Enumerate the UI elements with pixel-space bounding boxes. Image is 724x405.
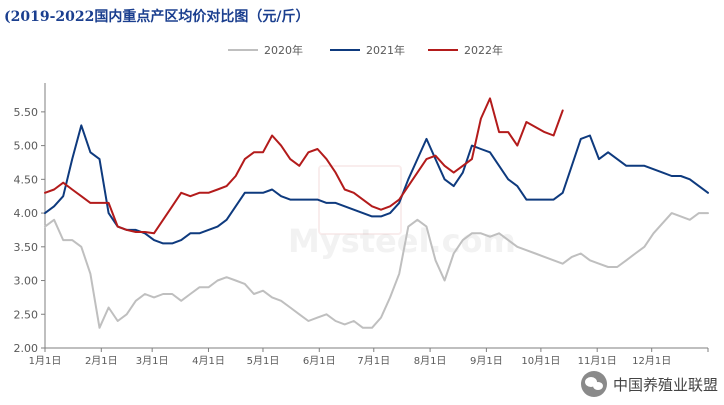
legend-label: 2020年 (264, 43, 303, 57)
series-line-0 (44, 212, 709, 329)
x-tick-label: 1月1日 (29, 355, 62, 367)
x-tick-label: 6月1日 (303, 355, 336, 367)
footer-brand: 中国养殖业联盟 (580, 369, 718, 399)
x-tick-label: 8月1日 (414, 355, 447, 367)
x-tick-label: 4月1日 (192, 355, 225, 367)
legend-label: 2021年 (366, 43, 405, 57)
y-tick-label: 2.50 (14, 308, 39, 321)
series-line-2 (44, 97, 564, 235)
y-tick-label: 5.50 (14, 106, 39, 119)
wechat-icon (580, 371, 607, 397)
x-tick-label: 9月1日 (470, 355, 503, 367)
chart-title: (2019-2022国内重点产区均价对比图（元/斤） (4, 9, 310, 25)
y-tick-label: 5.00 (14, 140, 39, 153)
footer-brand-text: 中国养殖业联盟 (612, 375, 718, 394)
x-tick-label: 5月1日 (247, 355, 280, 367)
x-tick-label: 10月1日 (521, 355, 560, 367)
y-tick-label: 4.50 (14, 173, 39, 186)
watermark: Mysteel.com (288, 222, 516, 260)
x-tick-label: 2月1日 (85, 355, 118, 367)
y-tick-label: 3.00 (14, 275, 39, 288)
y-tick-label: 4.00 (14, 207, 39, 220)
legend-label: 2022年 (464, 43, 503, 57)
x-tick-label: 12月1日 (632, 355, 671, 367)
x-tick-label: 3月1日 (136, 355, 169, 367)
x-tick-label: 11月1日 (578, 355, 617, 367)
y-tick-label: 3.50 (14, 241, 39, 254)
series-line-1 (44, 124, 709, 245)
y-tick-label: 2.00 (14, 342, 39, 355)
x-tick-label: 7月1日 (357, 355, 390, 367)
